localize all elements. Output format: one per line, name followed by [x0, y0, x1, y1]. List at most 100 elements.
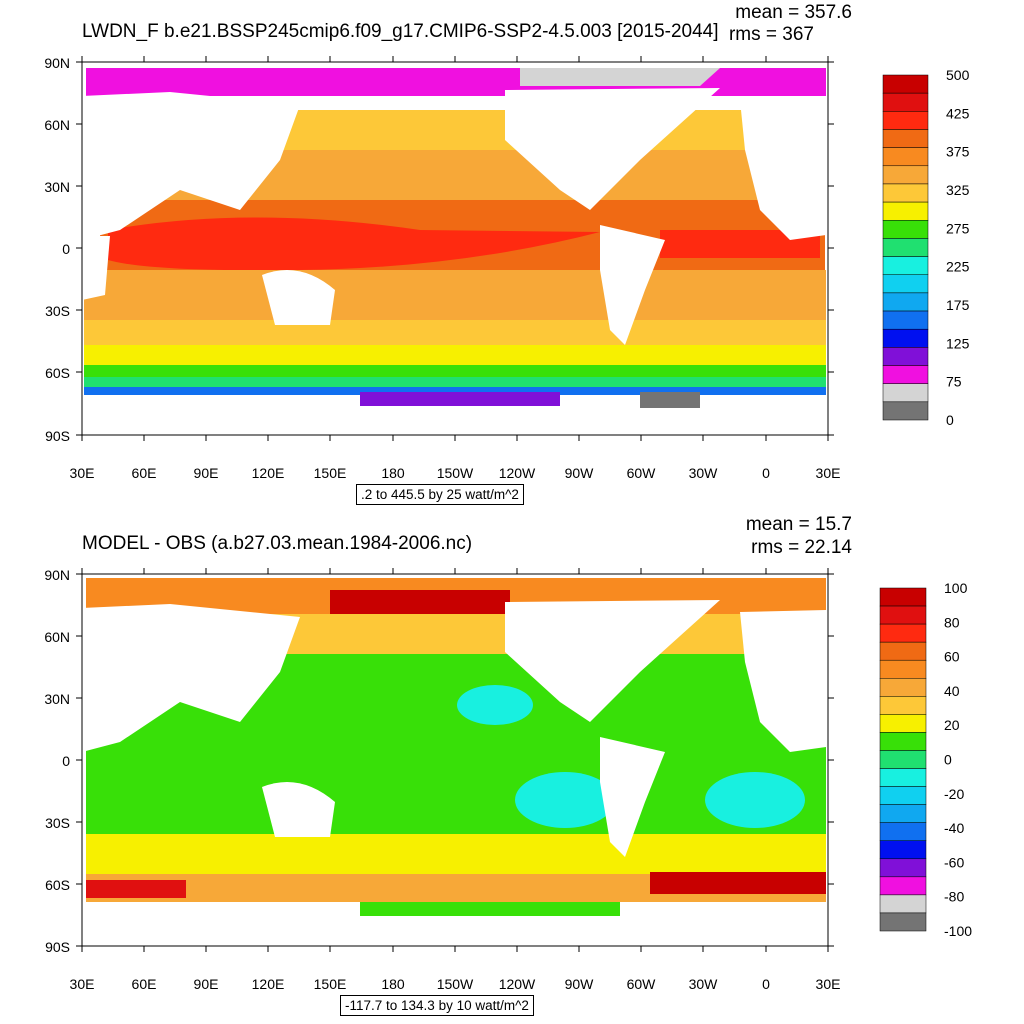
lat-label-60s: 60S [45, 877, 70, 893]
panel-2-title: MODEL - OBS (a.b27.03.mean.1984-2006.nc) [82, 533, 473, 554]
lat-label-eq: 0 [62, 241, 70, 257]
lon-label-60e: 60E [132, 976, 157, 992]
lon-label-60e: 60E [132, 465, 157, 481]
colorbar-label: 80 [944, 614, 960, 630]
lon-label-30e: 30E [70, 465, 95, 481]
australia-landmass [262, 782, 335, 837]
lon-label-150w: 150W [437, 465, 474, 481]
panel-1-lon-axis: 30E 60E 90E 120E 150E 180 150W 120W 90W … [70, 56, 841, 481]
south-america-landmass [600, 737, 665, 857]
panel-2-map [81, 573, 829, 947]
lon-label-180: 180 [381, 465, 405, 481]
panel-1-mean: mean = 357.6 [735, 2, 852, 23]
lon-label-150e: 150E [314, 465, 347, 481]
lat-label-30s: 30S [45, 815, 70, 831]
colorbar-label: 40 [944, 683, 960, 699]
asia-landmass [82, 604, 300, 752]
lat-label-90n: 90N [44, 567, 70, 583]
colorbar-swatch [879, 822, 927, 841]
lon-label-120e: 120E [252, 976, 285, 992]
colorbar-swatch [879, 623, 927, 643]
north-america-landmass [505, 600, 720, 722]
lat-label-30n: 30N [44, 179, 70, 195]
colorbar-swatch [879, 894, 927, 914]
lon-label-30e-end: 30E [816, 465, 841, 481]
colorbar-label: 375 [946, 144, 970, 160]
lon-label-120w: 120W [499, 976, 536, 992]
colorbar-swatch [879, 768, 927, 787]
panel-1-lat-axis: 90N 60N 30N 0 30S 60S 90S [44, 55, 834, 444]
panel-1-rms: rms = 367 [728, 24, 814, 45]
colorbar-label: 75 [946, 374, 962, 390]
lon-label-90w: 90W [565, 465, 595, 481]
lon-label-150w: 150W [437, 976, 474, 992]
colorbar-swatch [879, 804, 927, 823]
colorbar-label: -100 [944, 923, 972, 939]
colorbar-swatch [879, 876, 927, 896]
lat-label-60n: 60N [44, 117, 70, 133]
colorbar-swatch [879, 732, 927, 751]
colorbar-label: -60 [944, 854, 964, 870]
lon-label-0: 0 [762, 465, 770, 481]
panel-2-lon-axis: 30E 60E 90E 120E 150E 180 150W 120W 90W … [70, 568, 840, 992]
colorbar-swatch [879, 659, 927, 679]
lat-label-30n: 30N [44, 691, 70, 707]
colorbar-swatch [879, 587, 927, 607]
lon-label-30e: 30E [70, 976, 95, 992]
colorbar-label: 325 [946, 182, 970, 198]
lon-label-0: 0 [762, 976, 770, 992]
panel-2-colorbar: 100 80 60 40 20 0 -20 -40 -60 -80 -100 [879, 580, 972, 939]
colorbar-label: -40 [944, 820, 964, 836]
colorbar-label: 0 [946, 412, 954, 428]
lon-label-30w: 30W [689, 976, 719, 992]
south-america-landmass [600, 225, 665, 345]
colorbar-label: 425 [946, 105, 970, 121]
lat-label-30s: 30S [45, 303, 70, 319]
lat-label-90s: 90S [45, 428, 70, 444]
panel-2-mean: mean = 15.7 [745, 514, 852, 535]
lon-label-60w: 60W [627, 465, 657, 481]
colorbar-label: 225 [946, 259, 970, 275]
colorbar-swatch [879, 696, 927, 715]
colorbar-label: 0 [944, 752, 952, 768]
lat-label-eq: 0 [62, 753, 70, 769]
lat-label-90s: 90S [45, 939, 70, 955]
lon-label-120e: 120E [252, 465, 285, 481]
panel-1-title: LWDN_F b.e21.BSSP245cmip6.f09_g17.CMIP6-… [82, 21, 719, 42]
colorbar-label: 175 [946, 297, 970, 313]
lon-label-60w: 60W [627, 976, 657, 992]
colorbar-label: -20 [944, 786, 964, 802]
north-america-landmass [505, 88, 720, 210]
lon-label-30w: 30W [689, 465, 719, 481]
warm-pool [108, 217, 600, 271]
asia-landmass [82, 92, 300, 240]
panel-1-colorbar: 500 425 375 325 275 225 175 125 75 0 [882, 67, 970, 428]
lon-label-180: 180 [381, 976, 405, 992]
colorbar-label: -80 [944, 889, 964, 905]
colorbar-label: 20 [944, 717, 960, 733]
colorbar-swatch [882, 401, 929, 421]
lon-label-150e: 150E [314, 976, 347, 992]
colorbar-swatch [879, 840, 927, 860]
colorbar-swatch [879, 605, 927, 625]
panel-2-lat-axis: 90N 60N 30N 0 30S 60S 90S [44, 567, 834, 955]
colorbar-label: 125 [946, 335, 970, 351]
lon-label-120w: 120W [499, 465, 536, 481]
europe-africa-landmass [740, 98, 826, 240]
panel-2-range-label: -117.7 to 134.3 by 10 watt/m^2 [340, 995, 534, 1016]
lat-label-60n: 60N [44, 629, 70, 645]
colorbar-label: 60 [944, 649, 960, 665]
colorbar-label: 100 [944, 580, 968, 596]
panel-2-rms: rms = 22.14 [751, 537, 852, 558]
lon-label-90w: 90W [565, 976, 595, 992]
colorbar-label: 275 [946, 220, 970, 236]
colorbar-swatch [879, 786, 927, 805]
colorbar-swatch [879, 641, 927, 661]
panel-1-range-label: .2 to 445.5 by 25 watt/m^2 [356, 484, 524, 505]
colorbar-label: 500 [946, 67, 970, 83]
colorbar-swatch [879, 912, 927, 932]
colorbar-swatch [879, 714, 927, 733]
lon-label-90e: 90E [194, 976, 219, 992]
europe-africa-landmass [740, 610, 826, 752]
